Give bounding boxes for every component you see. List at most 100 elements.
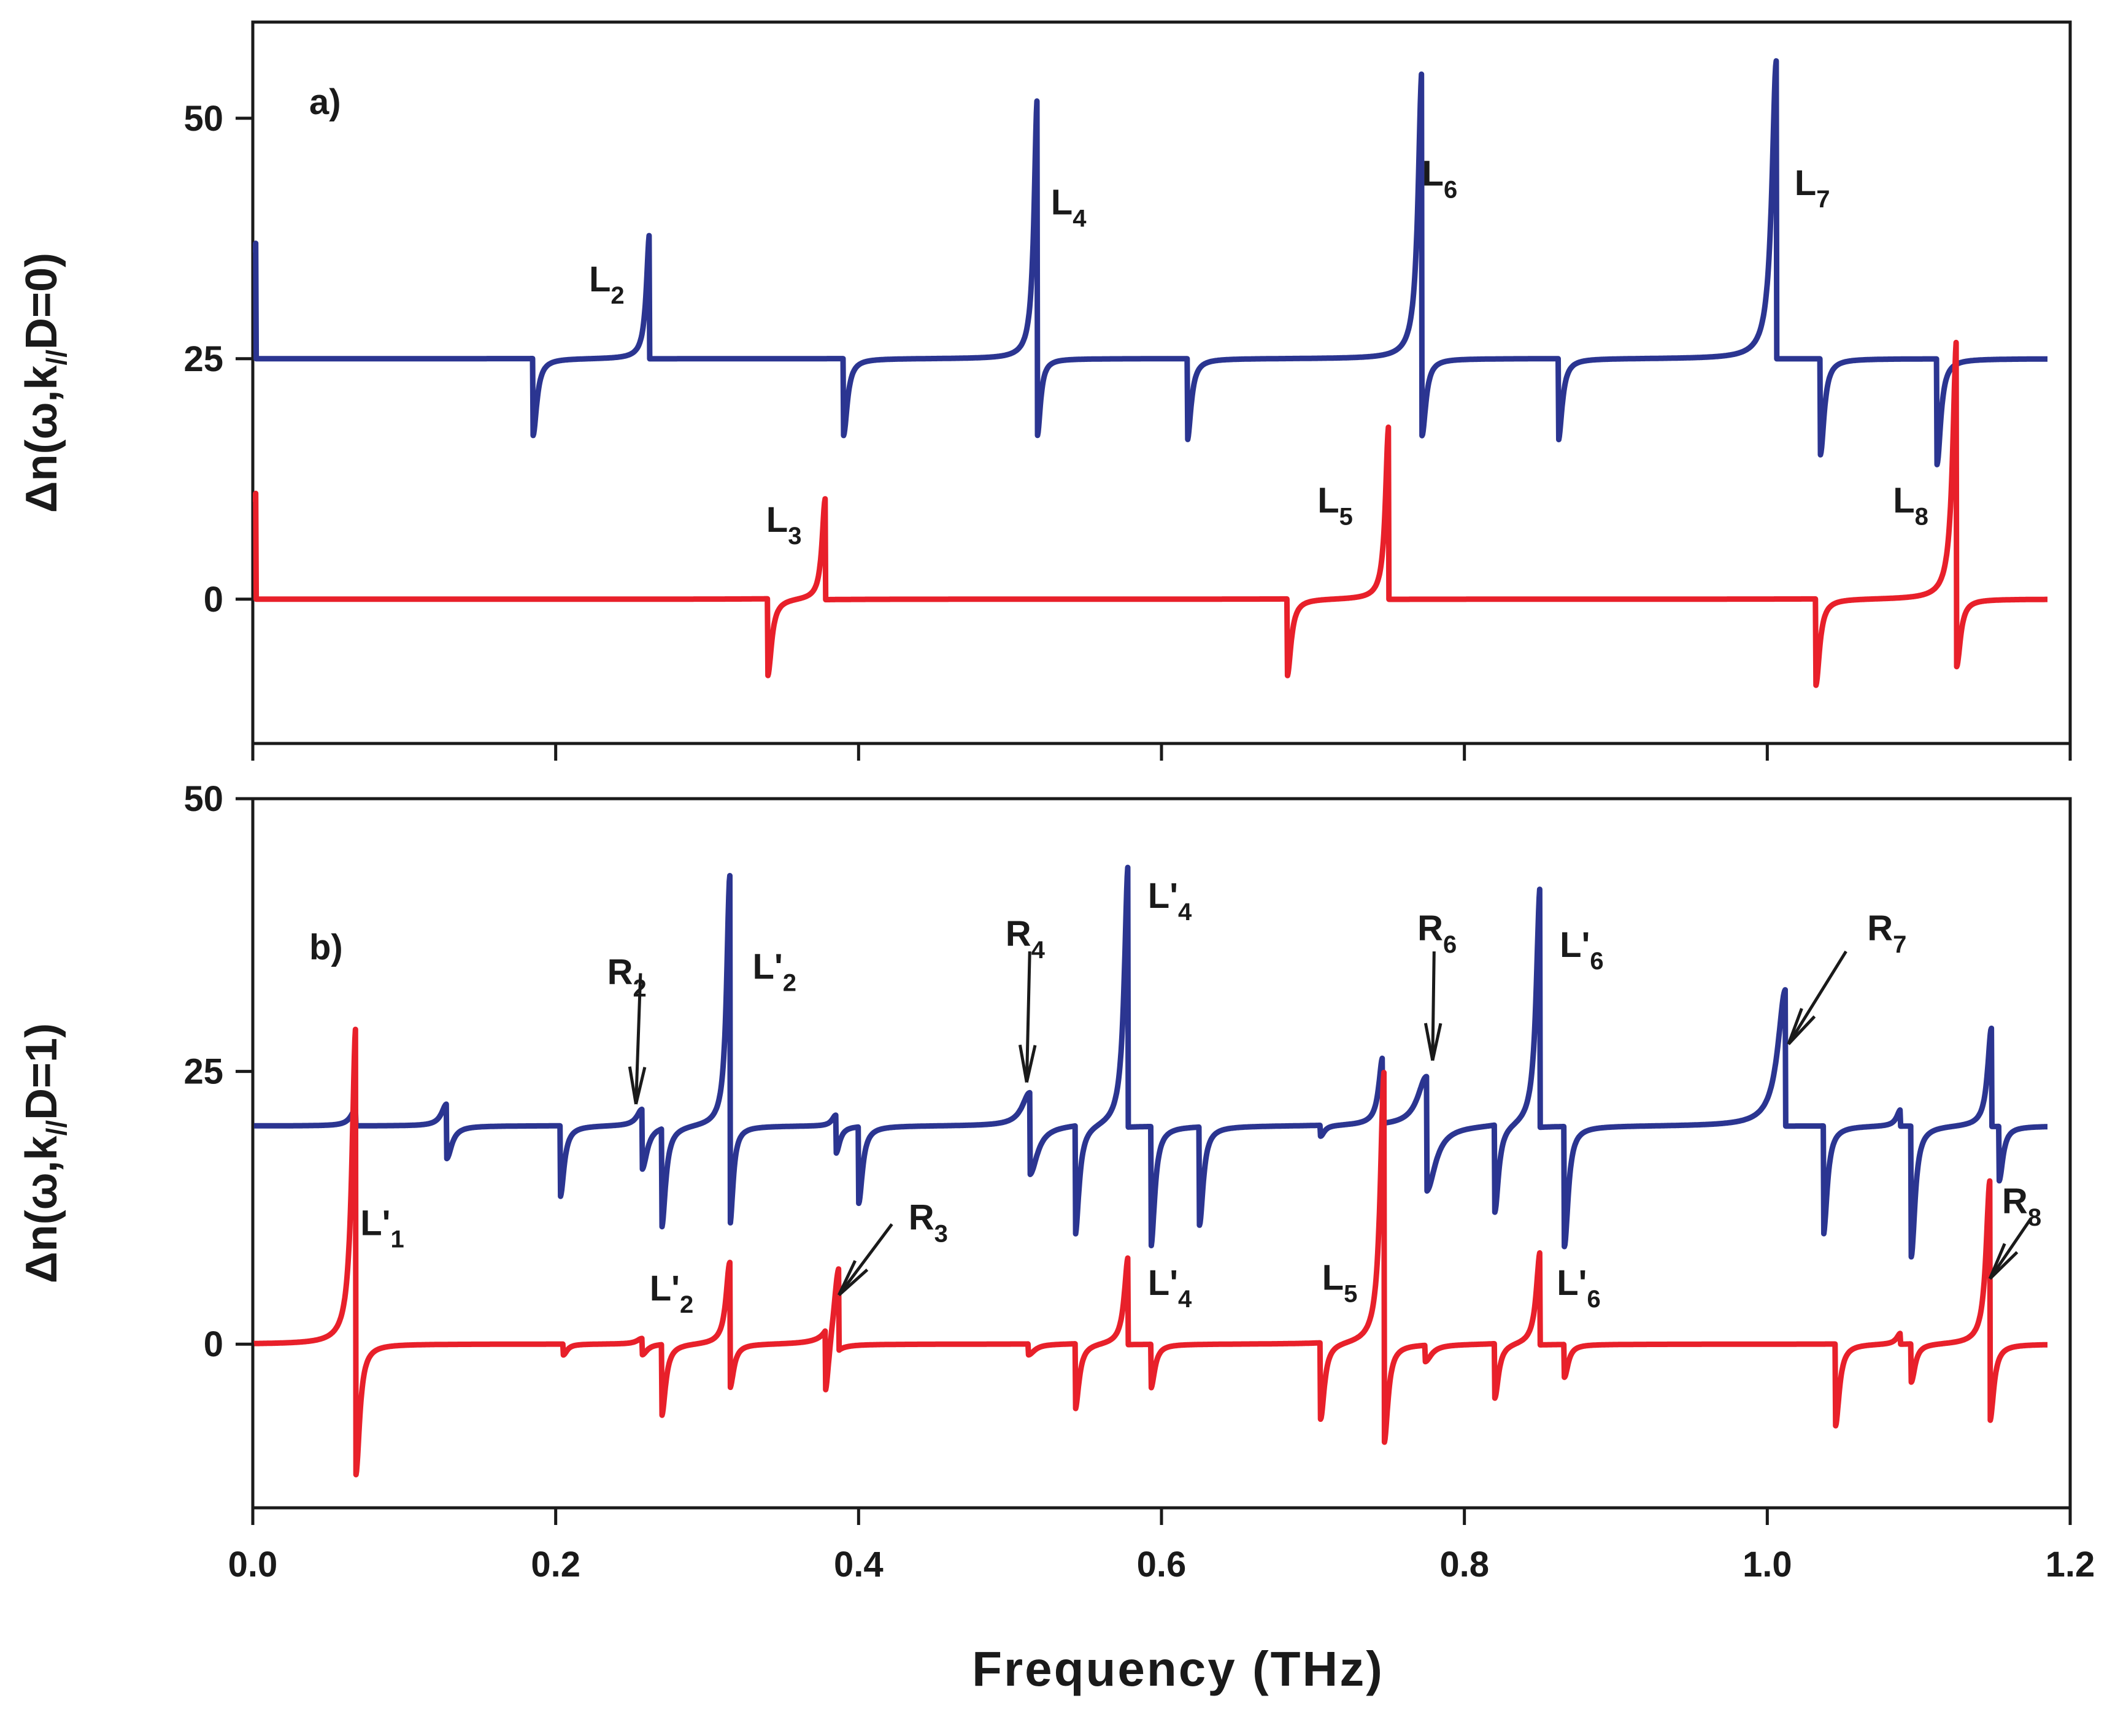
peak-label-base: L': [1148, 876, 1178, 916]
y-tick-label: 25: [183, 339, 223, 379]
peak-label-base: L: [1422, 154, 1444, 194]
peak-label: L5: [1317, 481, 1353, 531]
x-tick-label: 0.0: [228, 1545, 278, 1584]
y-axis-title: Δn(ω,k//D=1): [17, 1023, 72, 1283]
x-axis-title: Frequency (THz): [972, 1642, 1384, 1696]
peak-label: R4: [1006, 914, 1046, 964]
annotation-arrow-head: [1431, 1023, 1443, 1061]
peak-label-sub: 1: [390, 1226, 404, 1253]
y-tick-label: 0: [204, 580, 223, 620]
x-tick-label: 1.0: [1743, 1545, 1792, 1584]
peak-label-base: L: [1795, 163, 1816, 203]
series-line-blue: [253, 58, 2050, 467]
annotation-arrow-head: [1018, 1044, 1028, 1083]
annotation-arrow-head: [1787, 1008, 1803, 1045]
annotation-arrow-head: [628, 1066, 637, 1105]
peak-label-base: L': [1560, 925, 1590, 965]
series-line-red: [253, 339, 2050, 688]
peak-label-sub: 4: [1073, 205, 1087, 232]
peak-label: L'4: [1148, 1263, 1192, 1313]
y-axis-title-main: Δn(ω,k: [17, 365, 66, 513]
peak-label-sub: 7: [1816, 186, 1830, 213]
annotation-arrow-head: [1025, 1045, 1037, 1083]
x-tick-label: 0.8: [1439, 1545, 1489, 1584]
annotation-arrow-head: [838, 1269, 869, 1297]
peak-label-base: R: [1417, 908, 1443, 948]
peak-label-base: R: [1006, 914, 1031, 954]
peak-label-sub: 8: [1915, 504, 1928, 531]
peak-label-base: L: [766, 500, 788, 540]
peak-label: L4: [1051, 183, 1087, 232]
peak-label-sub: 6: [1590, 948, 1603, 975]
peak-label-base: R: [1867, 908, 1893, 948]
annotation-arrow-head: [634, 1067, 647, 1105]
peak-label-base: L: [1322, 1258, 1344, 1297]
annotation-arrow-shaft: [1431, 951, 1436, 1061]
annotation-arrow-head: [1787, 1015, 1816, 1045]
annotation-arrow-shaft: [1025, 951, 1031, 1083]
peak-label-base: R: [607, 952, 633, 992]
annotation-arrow-head: [837, 1260, 857, 1296]
peak-label: L7: [1795, 163, 1830, 213]
y-tick-label: 25: [183, 1052, 223, 1092]
peak-label-sub: 6: [1587, 1286, 1600, 1313]
peak-label-sub: 4: [1031, 937, 1046, 964]
annotation-arrow-shaft: [634, 973, 642, 1105]
panel-label: b): [309, 928, 343, 967]
peak-label: L'2: [753, 947, 796, 996]
peak-label-base: L: [589, 259, 611, 299]
peak-label-sub: 6: [1443, 931, 1457, 958]
y-axis-title: Δn(ω,k//D=0): [17, 253, 72, 513]
peak-label: L6: [1422, 154, 1458, 204]
peak-label-base: R: [2002, 1181, 2028, 1221]
annotation-arrow-shaft: [1989, 1218, 2032, 1280]
panel-label: a): [309, 82, 341, 122]
peak-label: L'2: [650, 1269, 693, 1318]
annotation-arrow-head: [1423, 1023, 1435, 1061]
peak-label-sub: 6: [1444, 177, 1457, 204]
peak-label-sub: 5: [1339, 504, 1353, 531]
peak-label: L5: [1322, 1258, 1358, 1307]
y-axis-title-end: D=0): [17, 253, 66, 350]
peak-label-sub: 4: [1178, 899, 1192, 926]
peak-label-sub: 4: [1178, 1286, 1192, 1313]
x-tick-label: 0.2: [531, 1545, 580, 1584]
peak-label-sub: 2: [680, 1291, 693, 1318]
peak-label: L'6: [1557, 1263, 1600, 1313]
peak-label: L'4: [1148, 876, 1192, 926]
peak-label-sub: 7: [1893, 931, 1906, 958]
peak-label-sub: 2: [783, 969, 796, 996]
peak-label: L2: [589, 259, 625, 309]
peak-label-base: L: [1317, 481, 1339, 521]
y-axis-title-sub: //: [40, 350, 72, 366]
y-tick-label: 50: [183, 99, 223, 139]
peak-label: L'6: [1560, 925, 1603, 975]
peak-label: R7: [1867, 908, 1906, 958]
peak-label-base: L: [1051, 183, 1073, 223]
y-tick-label: 0: [204, 1324, 223, 1364]
y-tick-label: 50: [183, 779, 223, 819]
peak-label-sub: 5: [1344, 1280, 1357, 1307]
peak-label-base: L': [360, 1203, 390, 1243]
x-tick-label: 1.2: [2046, 1545, 2095, 1584]
peak-label-sub: 3: [934, 1220, 948, 1247]
annotation-arrow-head: [1989, 1251, 2019, 1280]
x-tick-label: 0.6: [1137, 1545, 1187, 1584]
peak-label: L3: [766, 500, 802, 550]
peak-label-sub: 3: [788, 523, 801, 550]
x-tick-label: 0.4: [834, 1545, 884, 1584]
peak-label-base: R: [909, 1197, 934, 1237]
annotation-arrow-head: [1988, 1243, 2006, 1280]
peak-label-base: L': [753, 947, 783, 986]
y-axis-title-end: D=1): [17, 1023, 66, 1120]
peak-label-sub: 2: [611, 282, 624, 309]
peak-label-base: L': [1557, 1263, 1587, 1303]
peak-label: R3: [909, 1197, 948, 1247]
series-line-red: [253, 1026, 2050, 1478]
peak-label-base: L': [650, 1269, 680, 1308]
peak-label-base: L: [1893, 481, 1914, 521]
peak-label-sub: 8: [2028, 1204, 2041, 1231]
annotation-arrow-shaft: [838, 1223, 893, 1296]
